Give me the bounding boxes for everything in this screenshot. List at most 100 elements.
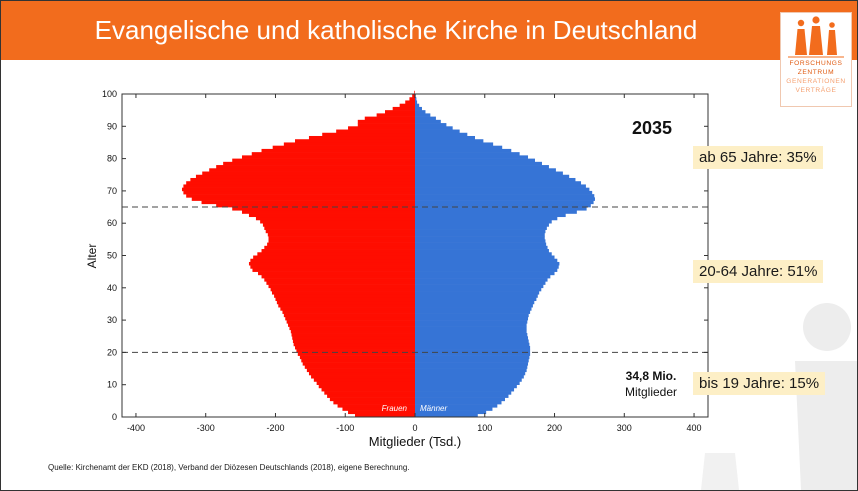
bar-men-age-34 <box>415 303 533 308</box>
bar-women-age-18 <box>299 355 415 360</box>
bar-women-age-1 <box>348 410 415 415</box>
bar-women-age-54 <box>268 239 415 243</box>
bar-women-age-93 <box>376 113 415 117</box>
x-tick-label: 400 <box>687 423 702 433</box>
bar-women-age-0 <box>355 413 415 418</box>
x-tick-label: -400 <box>127 423 145 433</box>
bar-men-age-86 <box>415 135 475 140</box>
x-tick-label: -300 <box>197 423 215 433</box>
bar-women-age-67 <box>191 197 415 201</box>
bar-women-age-14 <box>306 368 415 373</box>
bar-women-age-73 <box>190 177 415 182</box>
bar-women-age-42 <box>264 278 415 282</box>
slide-title: Evangelische und katholische Kirche in D… <box>94 15 698 45</box>
logo-line-3: GENERATIONEN <box>786 78 846 85</box>
bar-men-age-79 <box>415 158 535 163</box>
bar-women-age-31 <box>283 313 415 318</box>
x-tick-label: 300 <box>617 423 632 433</box>
bar-men-age-56 <box>415 232 545 237</box>
bar-women-age-72 <box>186 181 415 185</box>
bar-women-age-12 <box>311 375 415 379</box>
bar-women-age-62 <box>248 213 415 218</box>
bar-men-age-84 <box>415 142 494 146</box>
bar-men-age-68 <box>415 194 595 198</box>
bar-men-age-92 <box>415 116 436 121</box>
bar-women-age-19 <box>297 352 415 356</box>
bar-men-age-3 <box>415 404 498 408</box>
bar-men-age-15 <box>415 365 528 369</box>
bar-men-age-4 <box>415 400 502 405</box>
bar-men-age-28 <box>415 323 527 327</box>
bar-men-age-96 <box>415 103 420 108</box>
bar-women-age-91 <box>357 119 415 124</box>
series-label-women: Frauen <box>382 404 408 413</box>
y-tick-label: 0 <box>112 412 117 422</box>
bar-women-age-77 <box>216 165 415 169</box>
logo-figures-icon <box>788 16 844 58</box>
bar-women-age-35 <box>276 300 415 305</box>
bar-men-age-51 <box>415 249 549 253</box>
bar-men-age-77 <box>415 165 549 169</box>
bar-men-age-18 <box>415 355 530 360</box>
bar-women-age-28 <box>288 323 415 327</box>
reference-lines <box>122 206 708 353</box>
bar-men-age-35 <box>415 300 535 305</box>
bar-women-age-48 <box>250 258 415 263</box>
bar-men-age-90 <box>415 123 447 127</box>
bar-women-age-59 <box>262 223 415 227</box>
series-men-bars <box>415 94 595 418</box>
bar-men-age-5 <box>415 397 505 402</box>
bar-men-age-82 <box>415 148 512 153</box>
bar-men-age-93 <box>415 113 431 117</box>
year-label: 2035 <box>632 118 672 138</box>
bar-men-age-0 <box>415 413 478 418</box>
callout-under-20: bis 19 Jahre: 15% <box>693 372 826 395</box>
bar-women-age-16 <box>302 362 415 366</box>
bar-women-age-13 <box>308 371 415 376</box>
callout-20-64: 20-64 Jahre: 51% <box>693 260 824 283</box>
y-tick-label: 30 <box>107 315 117 325</box>
bar-women-age-96 <box>399 103 415 108</box>
bar-women-age-65 <box>216 203 415 208</box>
x-tick-label: 100 <box>477 423 492 433</box>
bar-women-age-61 <box>255 216 415 221</box>
bar-men-age-64 <box>415 207 587 211</box>
bar-men-age-38 <box>415 291 540 295</box>
bar-men-age-81 <box>415 152 520 156</box>
bar-men-age-89 <box>415 126 453 130</box>
bar-men-age-44 <box>415 271 555 276</box>
bar-women-age-22 <box>293 342 415 347</box>
source-note: Quelle: Kirchenamt der EKD (2018), Verba… <box>48 463 410 472</box>
bar-women-age-38 <box>271 291 415 295</box>
bar-women-age-49 <box>253 255 415 260</box>
bar-women-age-100 <box>414 90 415 95</box>
bar-men-age-60 <box>415 219 552 224</box>
bar-men-age-70 <box>415 187 590 192</box>
bar-women-age-21 <box>295 345 415 350</box>
bar-men-age-62 <box>415 213 566 218</box>
series-label-men: Männer <box>420 404 447 413</box>
bar-men-age-39 <box>415 287 542 292</box>
bar-men-age-49 <box>415 255 555 260</box>
title-bar: Evangelische und katholische Kirche in D… <box>1 1 857 60</box>
bar-men-age-31 <box>415 313 529 318</box>
bar-men-age-2 <box>415 407 493 411</box>
bar-women-age-83 <box>272 145 415 150</box>
bar-women-age-3 <box>337 404 415 408</box>
bar-men-age-42 <box>415 278 548 282</box>
bar-women-age-94 <box>385 110 415 114</box>
callout-65-plus: ab 65 Jahre: 35% <box>693 146 823 169</box>
bar-men-age-75 <box>415 171 563 176</box>
bar-women-age-2 <box>342 407 415 411</box>
bar-women-age-40 <box>268 284 415 289</box>
bar-women-age-78 <box>223 161 415 166</box>
bar-women-age-6 <box>327 394 415 398</box>
bar-men-age-67 <box>415 197 595 201</box>
bar-women-age-45 <box>252 268 415 272</box>
bar-men-age-54 <box>415 239 546 243</box>
bar-women-age-27 <box>289 326 415 331</box>
bar-women-age-41 <box>266 281 415 285</box>
bar-women-age-47 <box>248 261 415 266</box>
y-tick-label: 20 <box>107 347 117 357</box>
